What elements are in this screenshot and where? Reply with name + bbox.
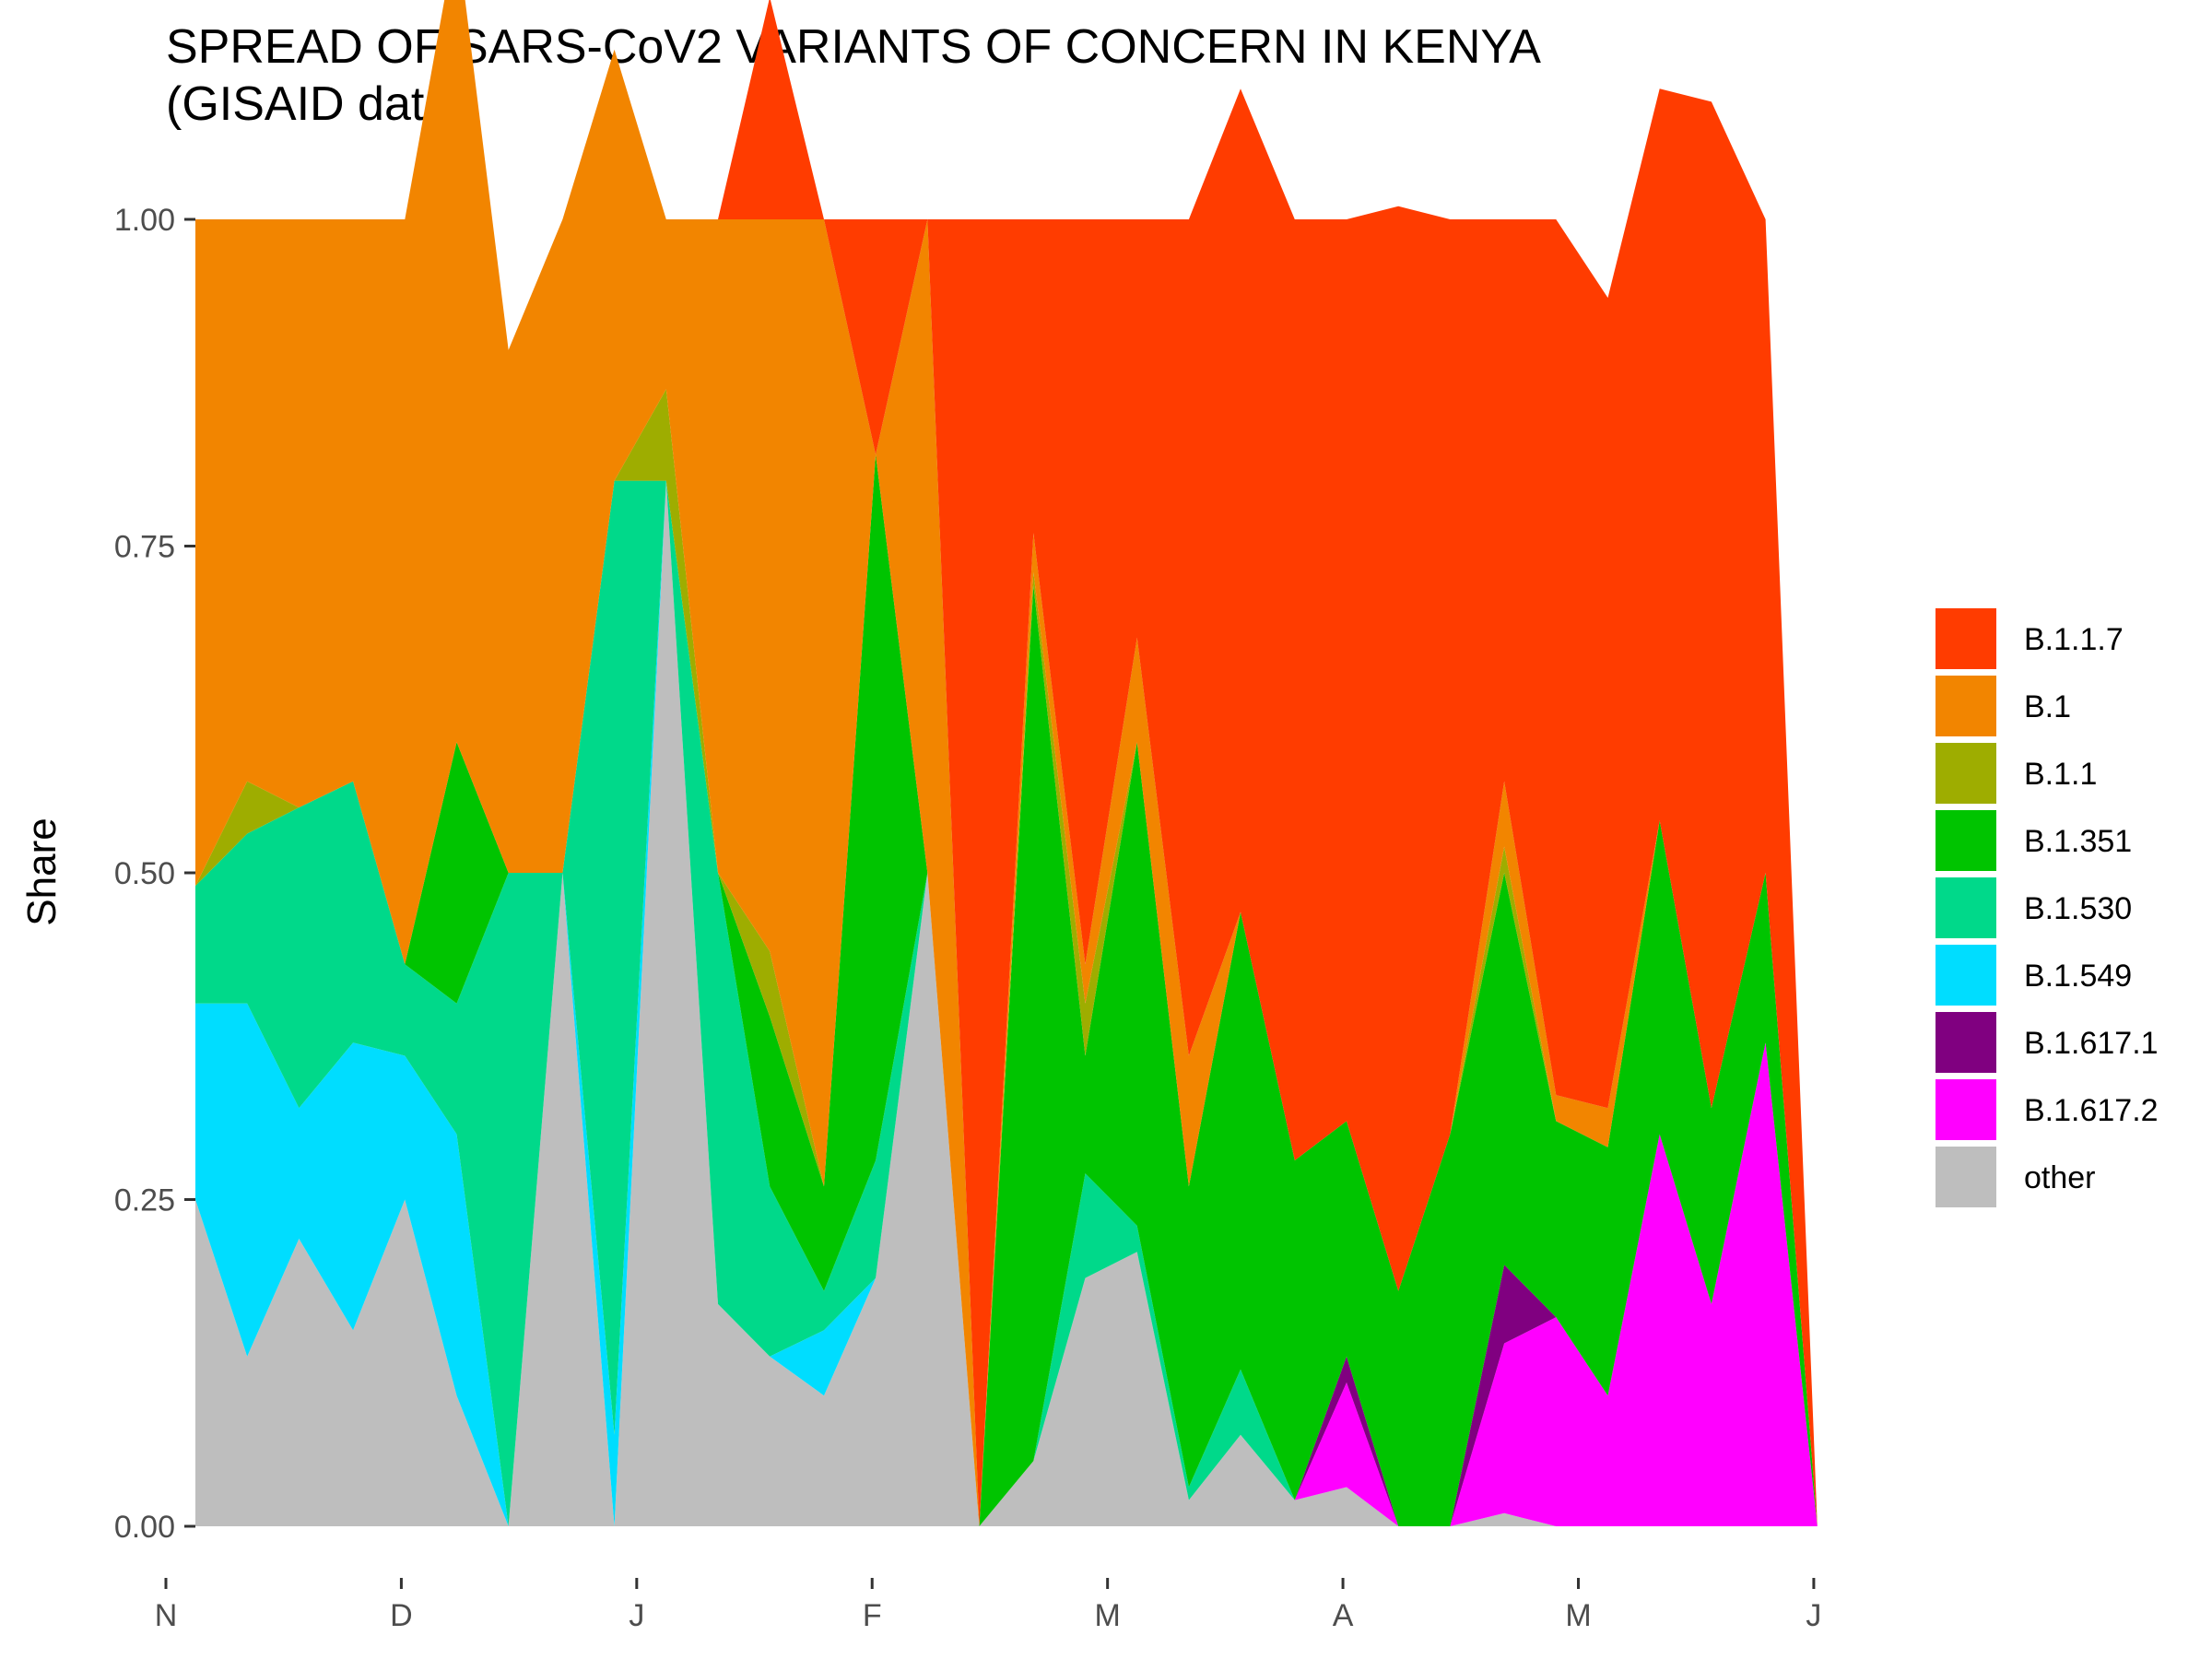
x-tick-label: M bbox=[1565, 1598, 1591, 1633]
legend-label: B.1.351 bbox=[2024, 824, 2132, 859]
y-axis: 0.00 0.25 0.50 0.75 1.00 bbox=[114, 203, 195, 1545]
legend-label: B.1.1 bbox=[2024, 757, 2097, 792]
x-tick-label: N bbox=[155, 1598, 178, 1633]
legend: B.1.1.7 B.1 B.1.1 B.1.351 B.1.530 B.1.549 B.1.… bbox=[1936, 608, 2159, 1207]
area-b-1-351 bbox=[195, 454, 1869, 1527]
y-axis-label: Share bbox=[19, 818, 65, 925]
legend-swatch-b-1-1-7 bbox=[1936, 608, 1996, 669]
x-tick-label: F bbox=[863, 1598, 882, 1633]
legend-label: B.1.530 bbox=[2024, 891, 2132, 926]
x-tick-label: M bbox=[1094, 1598, 1120, 1633]
legend-label: B.1.617.2 bbox=[2024, 1093, 2159, 1128]
legend-label: other bbox=[2024, 1160, 2096, 1195]
y-tick-label: 0.50 bbox=[114, 856, 175, 891]
stacked-areas bbox=[195, 0, 1869, 1527]
y-tick-label: 1.00 bbox=[114, 203, 175, 238]
legend-swatch-b-1-549 bbox=[1936, 945, 1996, 1006]
x-tick-label: J bbox=[1806, 1598, 1821, 1633]
legend-label: B.1.1.7 bbox=[2024, 622, 2124, 657]
legend-swatch-other bbox=[1936, 1147, 1996, 1207]
area-b-1-530 bbox=[195, 480, 1869, 1526]
area-b-1 bbox=[195, 0, 1869, 1526]
chart-subtitle: (GISAID data) bbox=[166, 77, 467, 131]
y-tick-label: 0.00 bbox=[114, 1510, 175, 1545]
legend-swatch-b-1-351 bbox=[1936, 810, 1996, 871]
y-tick-label: 0.25 bbox=[114, 1183, 175, 1218]
legend-swatch-b-1-1 bbox=[1936, 743, 1996, 804]
area-b-1-617-2 bbox=[195, 480, 1869, 1526]
area-other bbox=[195, 480, 1869, 1526]
legend-swatch-b-1-617-2 bbox=[1936, 1079, 1996, 1140]
legend-swatch-b-1-530 bbox=[1936, 877, 1996, 938]
x-tick-label: A bbox=[1333, 1598, 1354, 1633]
area-b-1-1-7 bbox=[195, 0, 1869, 1526]
x-tick-label: J bbox=[629, 1598, 644, 1633]
legend-label: B.1.617.1 bbox=[2024, 1026, 2159, 1061]
chart-title: SPREAD OF SARS-CoV2 VARIANTS OF CONCERN … bbox=[166, 20, 1541, 74]
legend-swatch-b-1 bbox=[1936, 676, 1996, 736]
y-tick-label: 0.75 bbox=[114, 530, 175, 565]
legend-swatch-b-1-617-1 bbox=[1936, 1012, 1996, 1073]
legend-label: B.1.549 bbox=[2024, 959, 2132, 994]
x-tick-label: D bbox=[390, 1598, 413, 1633]
legend-label: B.1 bbox=[2024, 689, 2071, 724]
